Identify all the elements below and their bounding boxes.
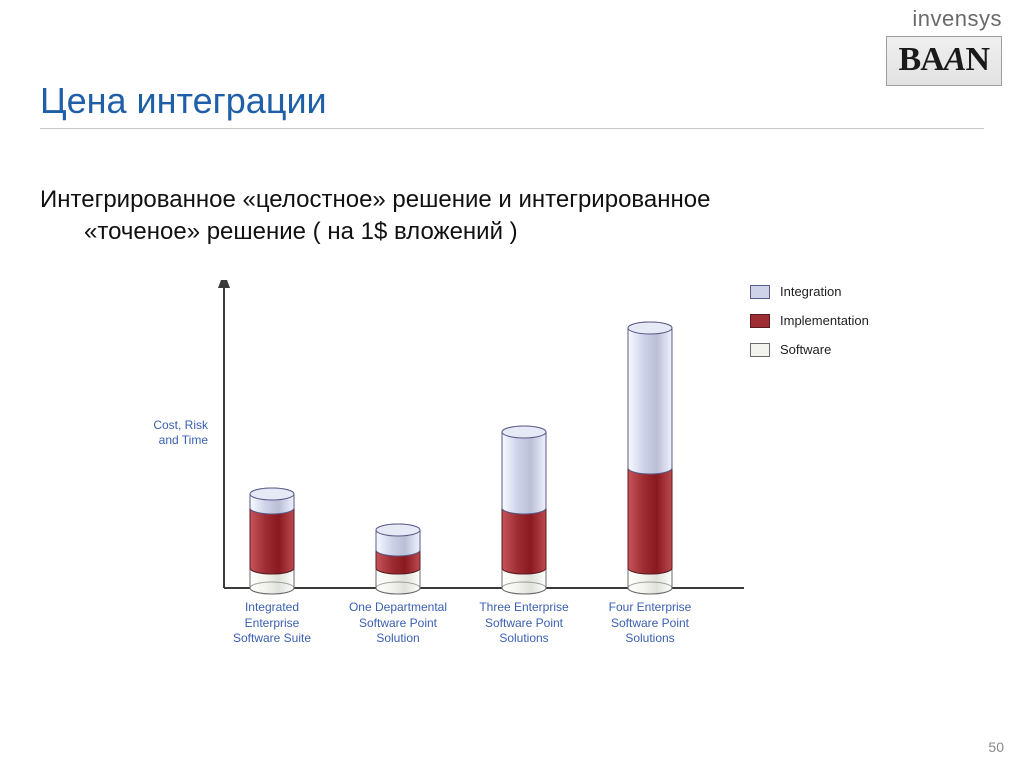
legend-item: Software: [750, 342, 900, 357]
x-axis-category-label: Four EnterpriseSoftware PointSolutions: [587, 600, 713, 647]
subtitle: Интегрированное «целостное» решение и ин…: [40, 184, 840, 249]
x-axis-labels: IntegratedEnterpriseSoftware SuiteOne De…: [209, 600, 713, 647]
invensys-logo: invensys: [886, 6, 1003, 32]
baan-logo-text: BAAN: [899, 41, 990, 78]
x-axis-category-label: One DepartmentalSoftware PointSolution: [335, 600, 461, 647]
brand-logos: invensys BAAN: [886, 6, 1003, 86]
baan-logo: BAAN: [886, 36, 1003, 86]
title-divider: [40, 128, 984, 129]
page-title: Цена интеграции: [40, 80, 327, 122]
legend: Integration Implementation Software: [750, 284, 900, 371]
cost-chart: Cost, Risk and Time IntegratedEnterprise…: [140, 280, 900, 680]
legend-label: Integration: [780, 284, 841, 299]
legend-label: Software: [780, 342, 831, 357]
subtitle-line-2: «точеное» решение ( на 1$ вложений ): [84, 216, 840, 248]
legend-label: Implementation: [780, 313, 869, 328]
legend-swatch: [750, 314, 770, 328]
x-axis-category-label: IntegratedEnterpriseSoftware Suite: [209, 600, 335, 647]
subtitle-line-1: Интегрированное «целостное» решение и ин…: [40, 186, 710, 213]
legend-item: Implementation: [750, 313, 900, 328]
page-number: 50: [988, 739, 1004, 755]
legend-item: Integration: [750, 284, 900, 299]
legend-swatch: [750, 285, 770, 299]
legend-swatch: [750, 343, 770, 357]
x-axis-category-label: Three EnterpriseSoftware PointSolutions: [461, 600, 587, 647]
y-axis-label: Cost, Risk and Time: [140, 418, 208, 448]
